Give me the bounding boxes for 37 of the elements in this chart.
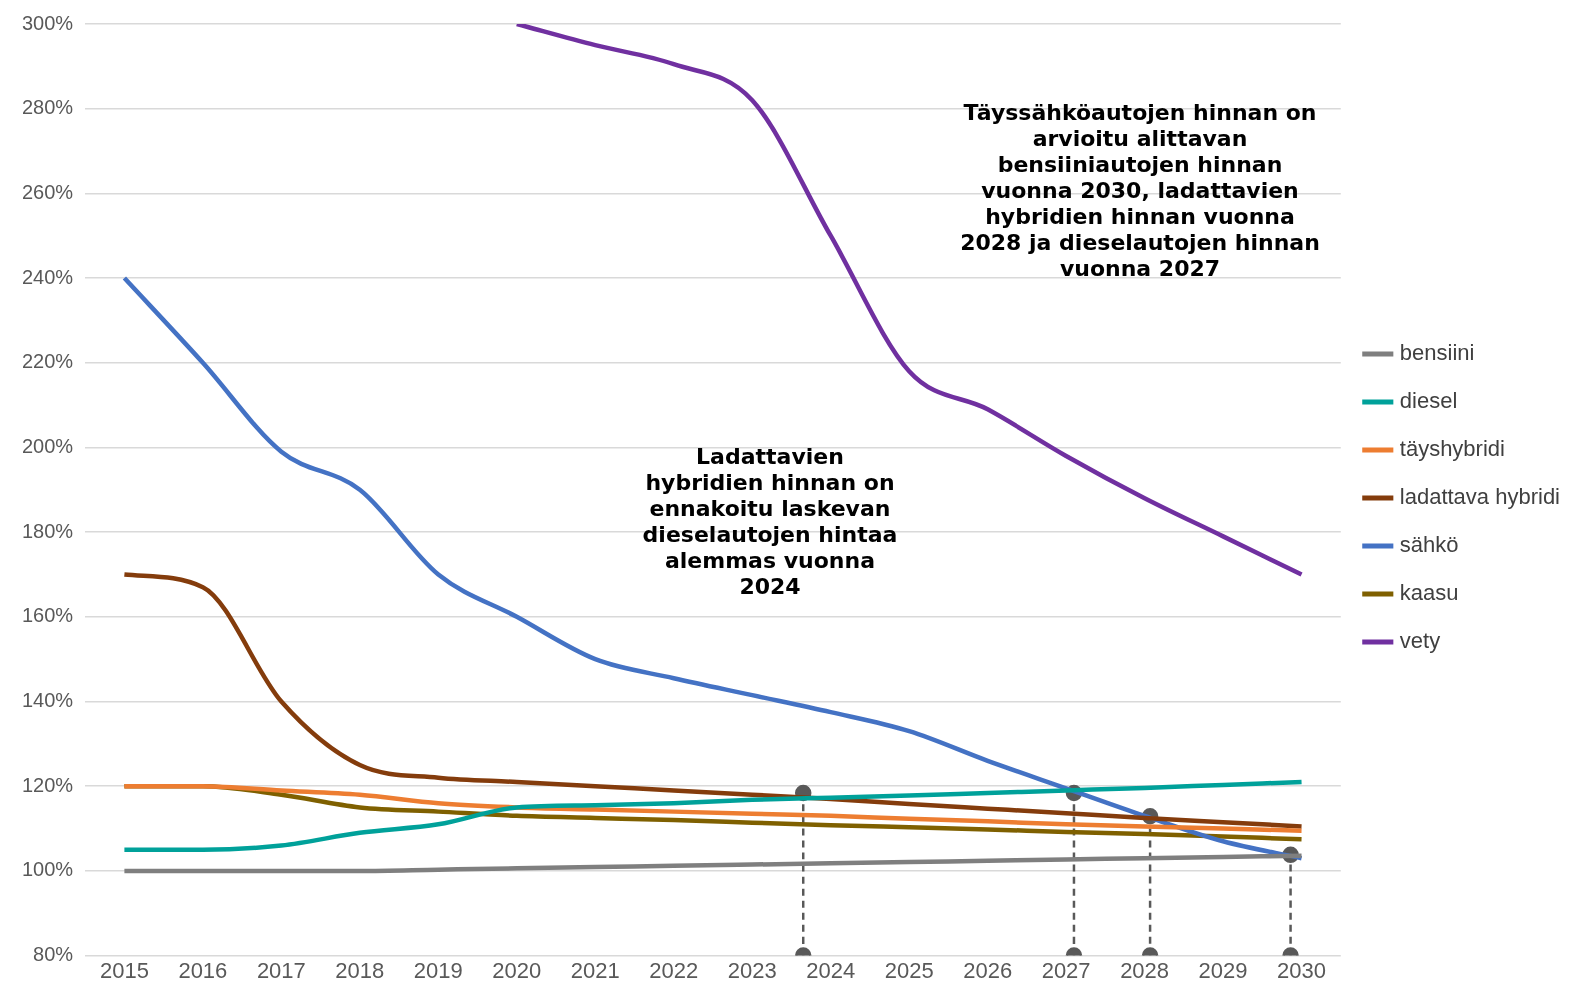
x-tick-label: 2024 [806,957,856,983]
y-tick-label: 160% [22,604,74,627]
y-tick-label: 220% [22,350,74,373]
x-tick-label: 2022 [649,957,699,983]
x-tick-label: 2016 [178,957,228,983]
x-tick-label: 2028 [1120,957,1170,983]
x-tick-label: 2021 [570,957,620,983]
annotation: Ladattavien hybridien hinnan on ennakoitu laskevan dieselautojen hintaa alemmas vuonna 2024 [641,444,899,600]
y-tick-label: 140% [22,689,74,712]
legend-label: vety [1399,628,1441,654]
y-tick-label: 100% [22,858,74,881]
y-tick-label: 180% [22,519,74,542]
x-tick-label: 2026 [963,957,1013,983]
x-tick-label: 2030 [1277,957,1327,983]
y-tick-label: 80% [33,943,74,966]
legend-label: ladattava hybridi [1399,484,1561,510]
x-tick-label: 2025 [884,957,934,983]
y-tick-label: 240% [22,265,74,288]
legend-label: kaasu [1399,580,1459,606]
x-tick-label: 2020 [492,957,542,983]
annotation: Täyssähköautojen hinnan on arvioitu alittavan bensiiniautojen hinnan vuonna 2030, ladattavien hybridien hinnan vuonna 2028 ja dieselautojen hinnan vuonna 2027 [960,100,1320,282]
x-tick-label: 2017 [256,957,306,983]
x-tick-label: 2027 [1041,957,1091,983]
x-tick-label: 2023 [727,957,777,983]
y-tick-label: 300% [22,11,74,34]
legend-label: bensiini [1399,340,1475,366]
x-tick-label: 2019 [413,957,463,983]
x-tick-label: 2029 [1198,957,1248,983]
legend-label: sähkö [1399,532,1459,558]
y-tick-label: 200% [22,434,74,457]
legend-label: täyshybridi [1399,436,1505,462]
y-tick-label: 260% [22,180,74,203]
x-tick-label: 2018 [335,957,385,983]
legend-label: diesel [1399,388,1458,414]
y-tick-label: 120% [22,773,74,796]
x-tick-label: 2015 [99,957,149,983]
y-tick-label: 280% [22,96,74,119]
